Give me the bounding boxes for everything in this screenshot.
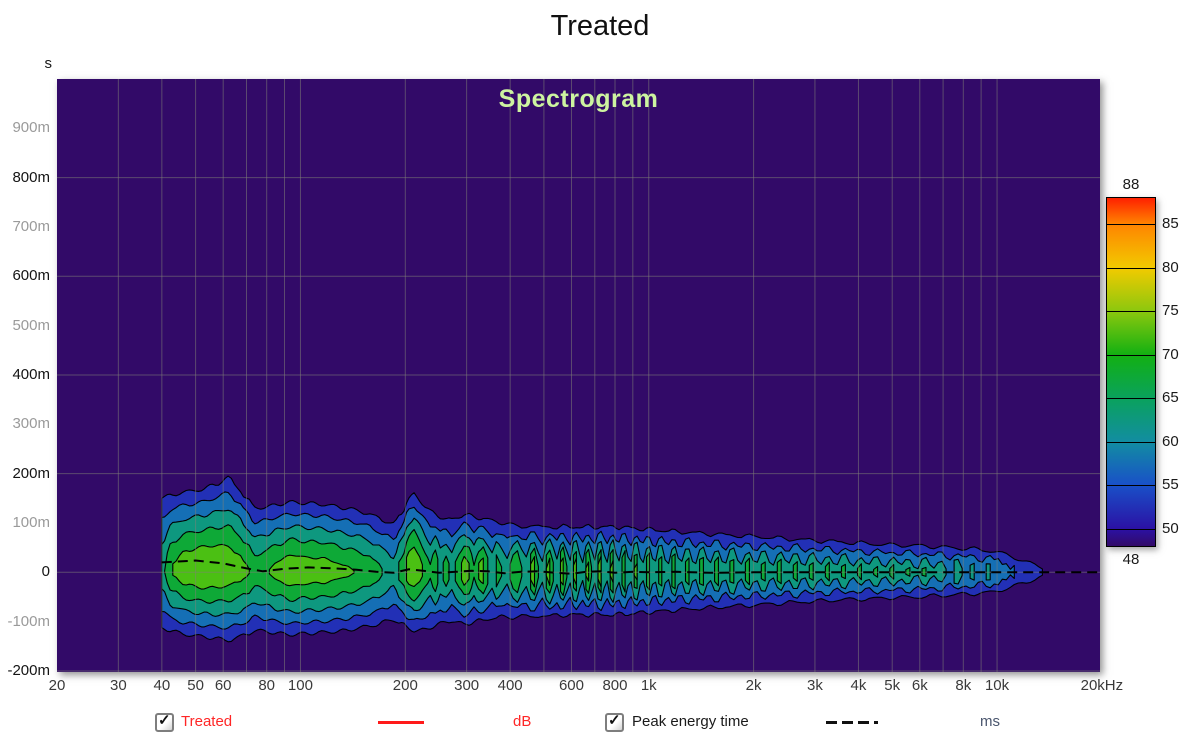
colorbar-tick-label: 60 (1162, 432, 1179, 450)
checkmark-icon: ✓ (158, 712, 171, 729)
colorbar-divider (1107, 398, 1155, 400)
x-tick-label: 200 (392, 677, 418, 694)
trace1-unit-label: dB (513, 713, 532, 730)
colorbar-divider (1107, 441, 1155, 443)
colorbar-max-label: 88 (1122, 176, 1140, 193)
colorbar-segment (1107, 198, 1155, 225)
x-tick-label: 5k (884, 677, 901, 694)
x-tick-label: 3k (807, 677, 823, 694)
colorbar-divider (1107, 267, 1155, 269)
y-tick-label: 500m (12, 316, 50, 334)
x-tick-label: 1k (640, 677, 657, 694)
page-title: Treated (550, 10, 650, 42)
x-tick-label: 600 (558, 677, 584, 694)
colorbar-divider (1107, 485, 1155, 487)
x-tick-label: 20kHz (1080, 677, 1124, 694)
colorbar-segment (1107, 528, 1155, 546)
colorbar-segment (1107, 224, 1155, 268)
x-tick-label: 30 (109, 677, 127, 694)
x-tick-label: 8k (955, 677, 972, 694)
trace2-unit-label: ms (980, 713, 1000, 730)
y-tick-label: 100m (12, 513, 50, 531)
colorbar-tick-label: 50 (1162, 519, 1179, 537)
y-tick-label: 400m (12, 365, 50, 383)
spectrogram-canvas (57, 79, 1100, 672)
y-tick-label: 600m (12, 267, 50, 285)
colorbar-segment (1107, 267, 1155, 312)
trace2-label: Peak energy time (632, 713, 749, 730)
colorbar-segment (1107, 354, 1155, 399)
colorbar-min-label: 48 (1122, 551, 1140, 568)
y-tick-label: 700m (12, 217, 50, 235)
colorbar (1106, 197, 1156, 547)
x-tick-label: 2k (745, 677, 762, 694)
trace2-line-sample (826, 721, 878, 724)
colorbar-divider (1107, 224, 1155, 226)
colorbar-divider (1107, 311, 1155, 313)
y-tick-label: 900m (12, 119, 50, 137)
plot-area[interactable]: Spectrogram (57, 79, 1100, 672)
y-tick-label: 800m (12, 168, 50, 186)
x-tick-label: 50 (187, 677, 204, 694)
y-tick-label: -200m (7, 661, 50, 679)
colorbar-tick-label: 55 (1162, 476, 1179, 494)
x-tick-label: 100 (287, 677, 313, 694)
colorbar-divider (1107, 528, 1155, 530)
plot-heading: Spectrogram (498, 85, 659, 113)
colorbar-divider (1107, 354, 1155, 356)
x-tick-label: 20 (48, 677, 66, 694)
y-axis-unit-label: s (44, 55, 53, 72)
y-tick-label: -100m (7, 612, 50, 630)
trace1-label: Treated (181, 713, 233, 730)
trace2-checkbox[interactable]: ✓ (605, 712, 624, 732)
trace1-line-sample (378, 721, 424, 724)
x-tick-label: 40 (153, 677, 171, 694)
colorbar-tick-label: 85 (1162, 215, 1179, 233)
x-tick-label: 300 (454, 677, 480, 694)
x-tick-label: 400 (497, 677, 523, 694)
x-tick-label: 4k (850, 677, 867, 694)
x-tick-label: 60 (214, 677, 232, 694)
y-tick-label: 200m (12, 464, 50, 482)
colorbar-tick-label: 65 (1162, 389, 1179, 407)
y-tick-label: 0 (41, 563, 50, 581)
trace1-checkbox[interactable]: ✓ (155, 712, 174, 732)
x-tick-label: 800 (602, 677, 628, 694)
x-tick-label: 10k (984, 677, 1010, 694)
checkmark-icon: ✓ (608, 712, 621, 729)
colorbar-tick-label: 70 (1162, 345, 1179, 363)
x-tick-label: 80 (258, 677, 276, 694)
colorbar-segment (1107, 485, 1155, 529)
x-tick-label: 6k (911, 677, 928, 694)
colorbar-segment (1107, 441, 1155, 486)
colorbar-tick-label: 80 (1162, 258, 1179, 276)
colorbar-tick-label: 75 (1162, 302, 1179, 320)
colorbar-segment (1107, 311, 1155, 355)
y-tick-label: 300m (12, 415, 50, 433)
colorbar-segment (1107, 398, 1155, 442)
